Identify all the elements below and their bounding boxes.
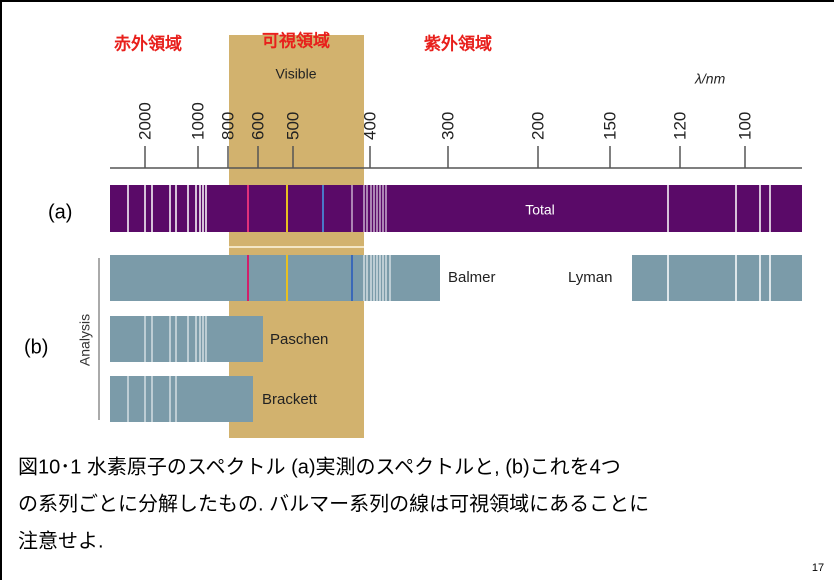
region-label: 赤外領域 bbox=[114, 33, 182, 53]
spectrum-bar bbox=[110, 255, 440, 301]
bar-label: Total bbox=[525, 202, 555, 218]
visible-label: Visible bbox=[276, 66, 317, 82]
tick-label: 500 bbox=[283, 112, 302, 140]
series-label: Lyman bbox=[568, 269, 612, 286]
series-label: Balmer bbox=[448, 269, 496, 286]
series-label: Brackett bbox=[262, 391, 318, 408]
tick-label: 300 bbox=[438, 112, 457, 140]
spectrum-bar bbox=[110, 316, 263, 362]
series-label: Paschen bbox=[270, 331, 328, 348]
spectrum-bar bbox=[110, 185, 802, 232]
tick-label: 400 bbox=[360, 112, 379, 140]
panel-label: (a) bbox=[48, 201, 72, 223]
tick-label: 600 bbox=[248, 112, 267, 140]
caption-line: 注意せよ. bbox=[18, 529, 104, 552]
tick-label: 800 bbox=[218, 112, 237, 140]
region-label: 可視領域 bbox=[262, 30, 330, 50]
caption-line: 図10･1 水素原子のスペクトル (a)実測のスペクトルと, (b)これを4つ bbox=[18, 455, 621, 478]
tick-label: 100 bbox=[735, 112, 754, 140]
group-label: Analysis bbox=[77, 314, 93, 366]
tick-label: 200 bbox=[528, 112, 547, 140]
tick-label: 1000 bbox=[188, 102, 207, 140]
axis-unit: λ/nm bbox=[694, 71, 726, 87]
region-label: 紫外領域 bbox=[424, 33, 492, 53]
tick-label: 2000 bbox=[135, 102, 154, 140]
tick-label: 150 bbox=[600, 112, 619, 140]
caption-line: の系列ごとに分解したもの. バルマー系列の線は可視領域にあることに bbox=[18, 492, 649, 515]
spectrum-bar bbox=[632, 255, 802, 301]
spectrum-bar bbox=[110, 376, 253, 422]
tick-label: 120 bbox=[670, 112, 689, 140]
visible-band bbox=[229, 35, 364, 438]
page-number: 17 bbox=[812, 562, 824, 574]
panel-label: (b) bbox=[24, 336, 48, 358]
